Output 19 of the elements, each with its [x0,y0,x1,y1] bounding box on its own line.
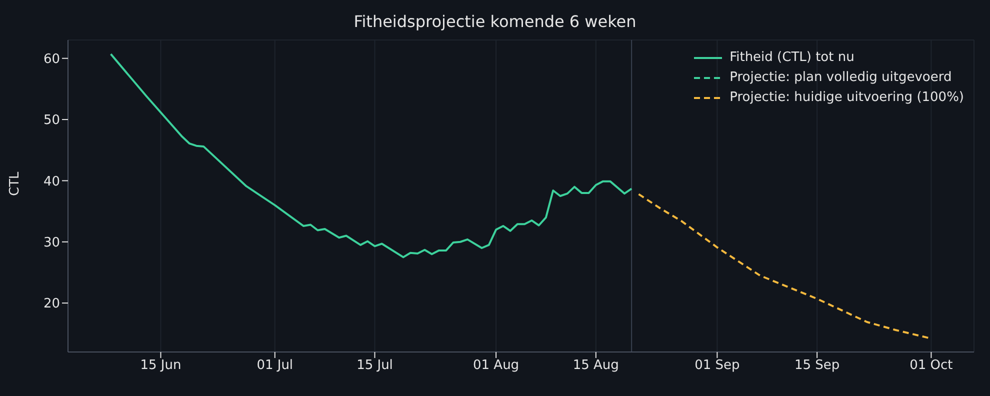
line-series [110,53,633,258]
y-tick-label: 20 [43,296,60,312]
y-tick-label: 60 [43,52,60,67]
legend-label: Projectie: huidige uitvoering (100%) [730,89,964,107]
y-axis-title: CTL [8,170,23,196]
legend-label: Fitheid (CTL) tot nu [730,49,854,67]
x-tick-label: 01 Oct [910,358,953,374]
legend-label: Projectie: plan volledig uitgevoerd [730,69,952,87]
y-tick-label: 30 [43,235,60,250]
y-tick-label: 40 [43,174,60,190]
x-tick-label: 15 Aug [572,358,619,374]
x-tick-label: 01 Aug [473,358,520,374]
x-tick-label: 01 Jul [256,358,294,374]
x-tick-label: 01 Sep [694,358,740,374]
y-tick-label: 50 [43,113,60,128]
x-tick-label: 15 Jun [140,358,182,374]
x-tick-label: 15 Jul [356,358,393,374]
chart-title: Fitheidsprojectie komende 6 weken [352,12,638,31]
x-tick-label: 15 Sep [794,358,840,374]
